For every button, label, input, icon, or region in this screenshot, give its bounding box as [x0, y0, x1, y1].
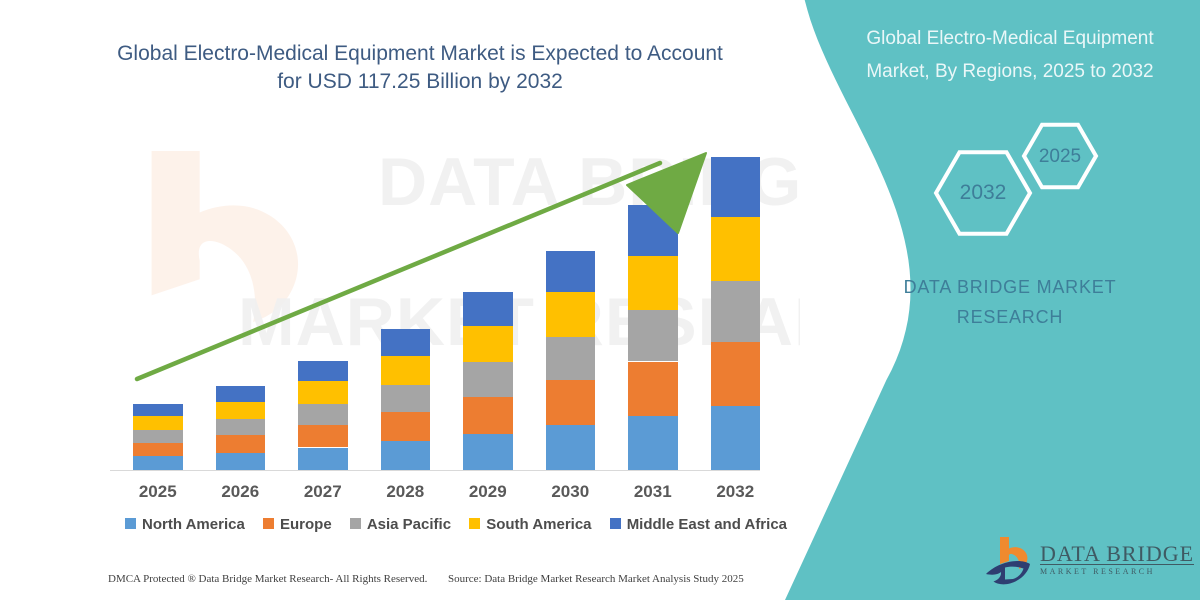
svg-text:2025: 2025 [1039, 146, 1081, 167]
svg-text:2032: 2032 [960, 181, 1007, 204]
